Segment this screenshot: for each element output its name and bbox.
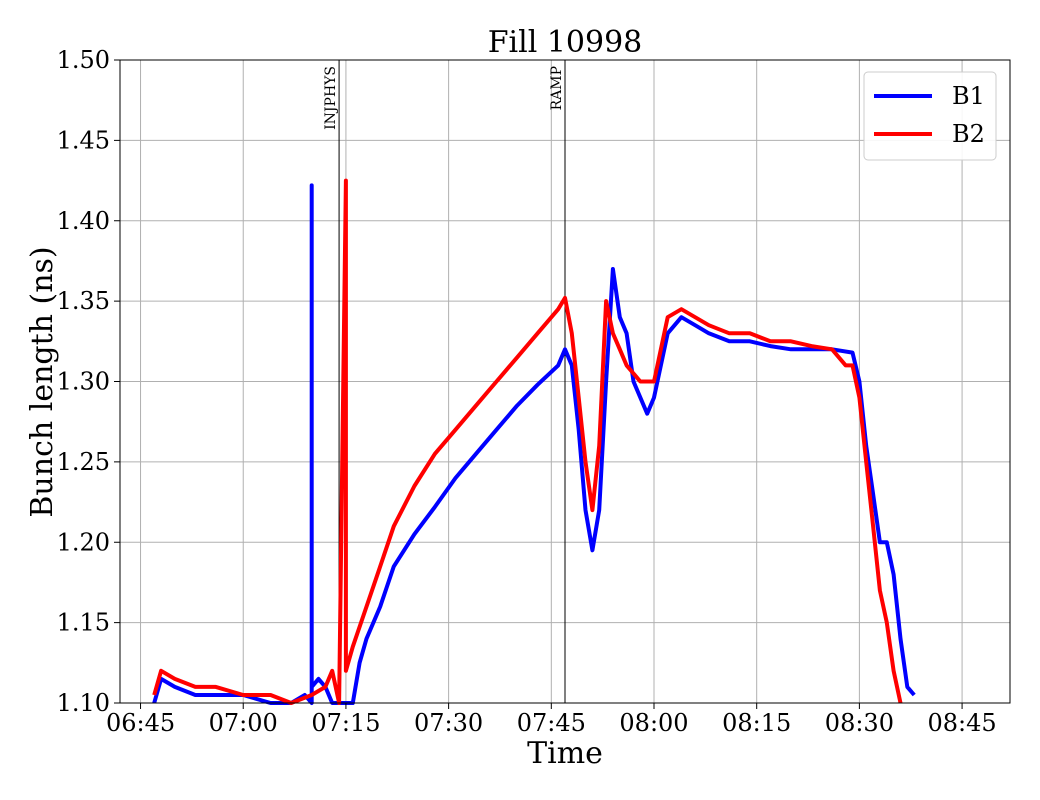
x-tick-label: 07:30 [414, 709, 483, 737]
y-tick-label: 1.50 [57, 46, 110, 74]
y-tick-label: 1.10 [57, 689, 110, 717]
series-lines [152, 178, 916, 705]
x-tick-label: 08:15 [722, 709, 791, 737]
x-tick-label: 08:45 [927, 709, 996, 737]
legend-label-b1: B1 [952, 82, 985, 110]
y-tick-label: 1.30 [57, 368, 110, 396]
x-axis-label: Time [527, 736, 603, 771]
x-tick-label: 07:15 [311, 709, 380, 737]
y-axis-ticks: 1.10 1.15 1.20 1.25 1.30 1.35 1.40 1.45 1.50 [57, 46, 120, 717]
x-tick-label: 08:00 [619, 709, 688, 737]
y-axis-label: Bunch length (ns) [25, 246, 60, 517]
y-tick-label: 1.25 [57, 448, 110, 476]
x-axis-ticks: 06:45 07:00 07:15 07:30 07:45 08:00 08:15 08:30… [106, 703, 997, 737]
x-tick-label: 08:30 [825, 709, 894, 737]
y-tick-label: 1.45 [57, 126, 110, 154]
marker-label-ramp: RAMP [549, 66, 565, 110]
marker-label-injphys: INJPHYS [323, 66, 339, 130]
y-tick-label: 1.35 [57, 287, 110, 315]
x-tick-label: 07:45 [517, 709, 586, 737]
series-line-b1 [152, 183, 916, 705]
legend-label-b2: B2 [952, 120, 985, 148]
chart-title: Fill 10998 [488, 25, 643, 60]
y-tick-label: 1.15 [57, 609, 110, 637]
legend: B1 B2 [863, 71, 997, 161]
x-tick-label: 06:45 [106, 709, 175, 737]
series-line-b2 [152, 178, 903, 705]
y-tick-label: 1.20 [57, 528, 110, 556]
x-tick-label: 07:00 [209, 709, 278, 737]
y-tick-label: 1.40 [57, 207, 110, 235]
